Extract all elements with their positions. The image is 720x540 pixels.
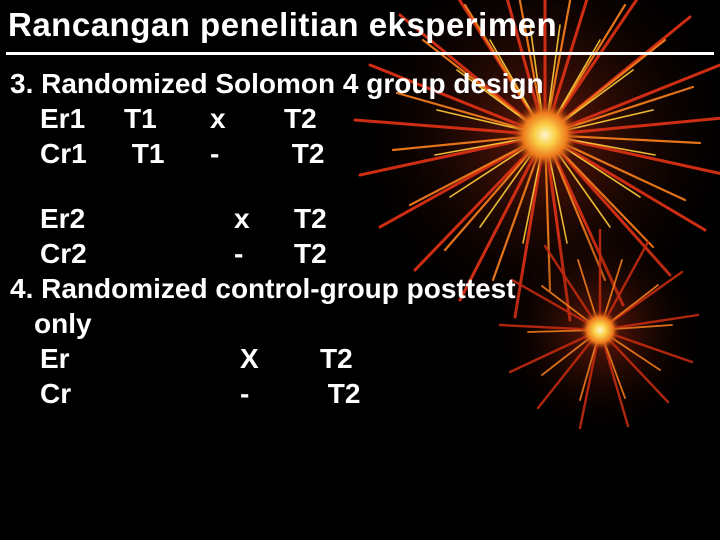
design-row: Cr2 - T2	[10, 236, 710, 271]
design-row: Er2 x T2	[10, 201, 710, 236]
section-3-heading: 3. Randomized Solomon 4 group design	[10, 66, 710, 101]
design-row: Er X T2	[10, 341, 710, 376]
body-content: 3. Randomized Solomon 4 group design Er1…	[10, 66, 710, 411]
section-4-heading: 4. Randomized control-group posttest	[10, 271, 710, 306]
design-row: Er1 T1 x T2	[10, 101, 710, 136]
design-row: Cr1 T1 - T2	[10, 136, 710, 171]
design-row: Cr - T2	[10, 376, 710, 411]
page-title: Rancangan penelitian eksperimen	[8, 6, 557, 44]
title-underline	[6, 52, 714, 55]
slide: Rancangan penelitian eksperimen 3. Rando…	[0, 0, 720, 540]
section-4-heading-cont: only	[10, 306, 710, 341]
